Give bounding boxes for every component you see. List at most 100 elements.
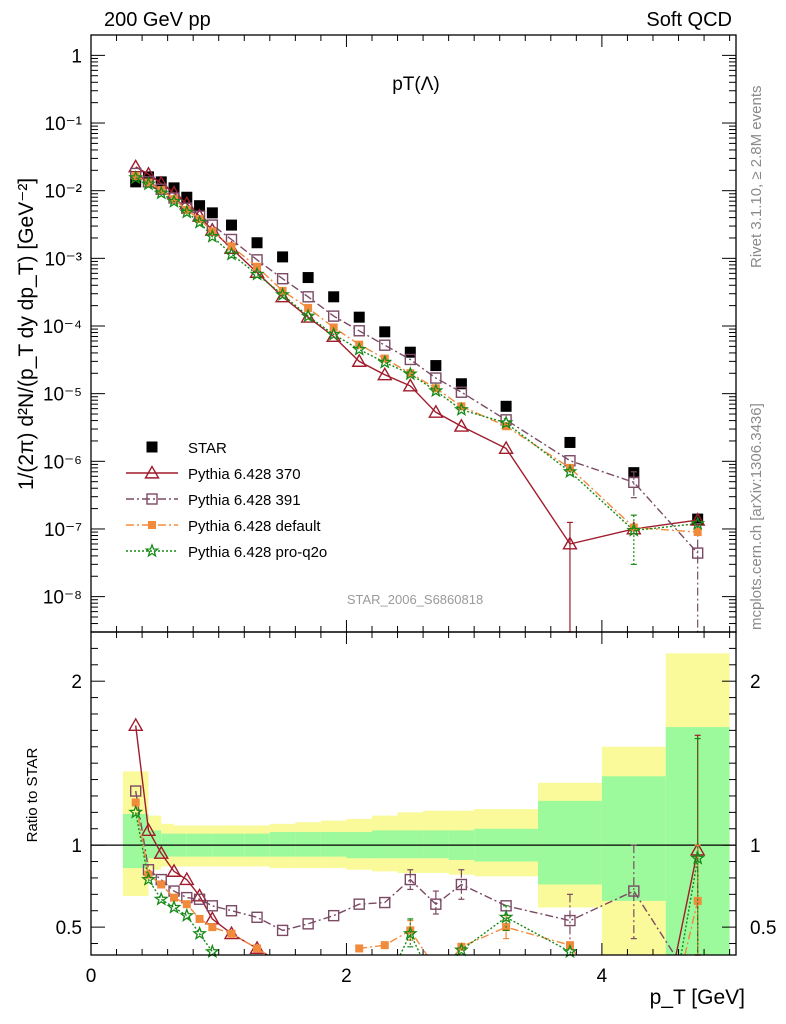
- ratio-data-point: [227, 929, 236, 938]
- main-data-point: [562, 463, 578, 479]
- ratio-y-tick-label-right: 1: [750, 836, 761, 857]
- ratio-data-point: [195, 914, 204, 923]
- main-data-point: [455, 378, 467, 390]
- main-data-point: [153, 185, 169, 200]
- main-y-tick-label: 10⁻²: [45, 182, 83, 203]
- ratio-data-point: [225, 905, 238, 917]
- main-data-point: [195, 215, 204, 224]
- ratio-series-line: [680, 858, 699, 956]
- ratio-bands: [91, 653, 736, 955]
- ratio-data-point: [192, 925, 208, 940]
- main-data-point: [249, 266, 265, 281]
- main-data-point: [326, 326, 342, 341]
- main-y-tick-label: 10⁻⁶: [43, 452, 82, 473]
- main-data-point: [502, 422, 511, 431]
- ratio-data-point: [457, 942, 466, 951]
- main-data-point: [351, 341, 367, 356]
- main-y-tick-label: 10⁻⁷: [44, 520, 82, 541]
- main-data-point: [457, 402, 466, 411]
- main-series-line: [135, 177, 698, 532]
- ratio-series-line: [684, 900, 699, 956]
- main-data-point: [379, 339, 391, 351]
- main-series-line: [135, 166, 698, 545]
- ratio-data-point: [379, 896, 391, 909]
- main-data-point: [690, 515, 706, 531]
- main-y-tick-label: 10⁻⁸: [43, 588, 82, 609]
- ratio-data-point: [191, 888, 208, 902]
- main-y-tick-label: 10⁻⁴: [43, 317, 82, 338]
- ratio-data-point: [404, 873, 417, 886]
- main-data-point: [351, 353, 367, 367]
- ratio-band-inner: [397, 830, 424, 859]
- main-data-point: [565, 463, 574, 472]
- main-data-point: [182, 205, 191, 214]
- mcplots-label: mcplots.cern.ch [arXiv:1306.3436]: [748, 403, 765, 630]
- main-data-point: [194, 200, 206, 212]
- main-data-point: [428, 404, 444, 418]
- ratio-data-point: [253, 944, 262, 953]
- legend-entry: STAR: [146, 440, 227, 457]
- main-series-line: [135, 175, 698, 533]
- main-data-point: [204, 228, 220, 243]
- legend-label: STAR: [188, 440, 227, 457]
- main-data-point: [300, 308, 316, 323]
- main-data-point: [430, 372, 442, 384]
- ratio-data-point: [355, 944, 364, 953]
- main-data-point: [276, 273, 289, 285]
- main-data-point: [377, 354, 393, 369]
- ratio-band-inner: [295, 832, 321, 857]
- main-data-point: [353, 311, 365, 323]
- ratio-data-point: [353, 898, 365, 910]
- ratio-data-point: [453, 942, 469, 957]
- ratio-data-point: [564, 914, 576, 927]
- header-left-label: 200 GeV pp: [104, 9, 211, 31]
- main-series-pythia-6-428-391: [130, 167, 704, 633]
- x-tick-label: 4: [597, 966, 608, 987]
- main-data-point: [166, 193, 182, 208]
- main-data-point: [500, 400, 512, 412]
- main-data-point: [377, 366, 393, 381]
- rivet-version-label: Rivet 3.1.10, ≥ 2.8M events: [748, 86, 765, 269]
- main-data-point: [379, 326, 391, 338]
- main-data-point: [564, 436, 576, 448]
- main-data-point: [628, 476, 640, 488]
- ratio-data-point: [204, 943, 220, 959]
- ratio-data-point: [402, 925, 418, 940]
- ratio-plot-frame: [90, 631, 737, 956]
- main-data-point: [453, 418, 470, 432]
- main-data-point: [275, 286, 291, 302]
- main-data-point: [498, 415, 514, 430]
- header-right-label: Soft QCD: [646, 9, 732, 31]
- main-data-point: [402, 366, 418, 381]
- main-y-tick-label: 10⁻³: [45, 249, 83, 270]
- ratio-data-point: [182, 900, 191, 909]
- ratio-data-point: [430, 898, 442, 910]
- ratio-data-point: [276, 924, 289, 937]
- ratio-data-point: [179, 907, 195, 922]
- main-data-point: [170, 195, 179, 204]
- ratio-data-point: [130, 785, 142, 797]
- ratio-data-point: [131, 798, 140, 807]
- main-data-point: [302, 272, 314, 284]
- ratio-series-line: [135, 725, 268, 956]
- ratio-y-axis-title: Ratio to STAR: [24, 747, 41, 842]
- main-data-point: [155, 176, 167, 188]
- main-y-tick-label: 1: [71, 46, 82, 67]
- ratio-series-line: [675, 849, 699, 956]
- ratio-data-point: [406, 926, 415, 935]
- main-y-axis-title: 1/(2π) d²N/(p_T dy dp_T) [GeV⁻²]: [15, 178, 38, 490]
- main-data-point: [562, 536, 578, 550]
- legend-label: Pythia 6.428 370: [188, 466, 301, 483]
- main-data-point: [404, 346, 416, 358]
- legend-marker: [148, 521, 156, 529]
- x-tick-label: 0: [86, 966, 97, 987]
- main-data-point: [430, 360, 442, 372]
- main-data-point: [691, 547, 704, 559]
- ratio-band-inner: [269, 832, 296, 857]
- main-data-point: [128, 169, 144, 185]
- ratio-series-line: [454, 916, 574, 956]
- main-data-point: [693, 528, 702, 537]
- main-data-point: [157, 186, 166, 195]
- main-data-point: [327, 310, 340, 322]
